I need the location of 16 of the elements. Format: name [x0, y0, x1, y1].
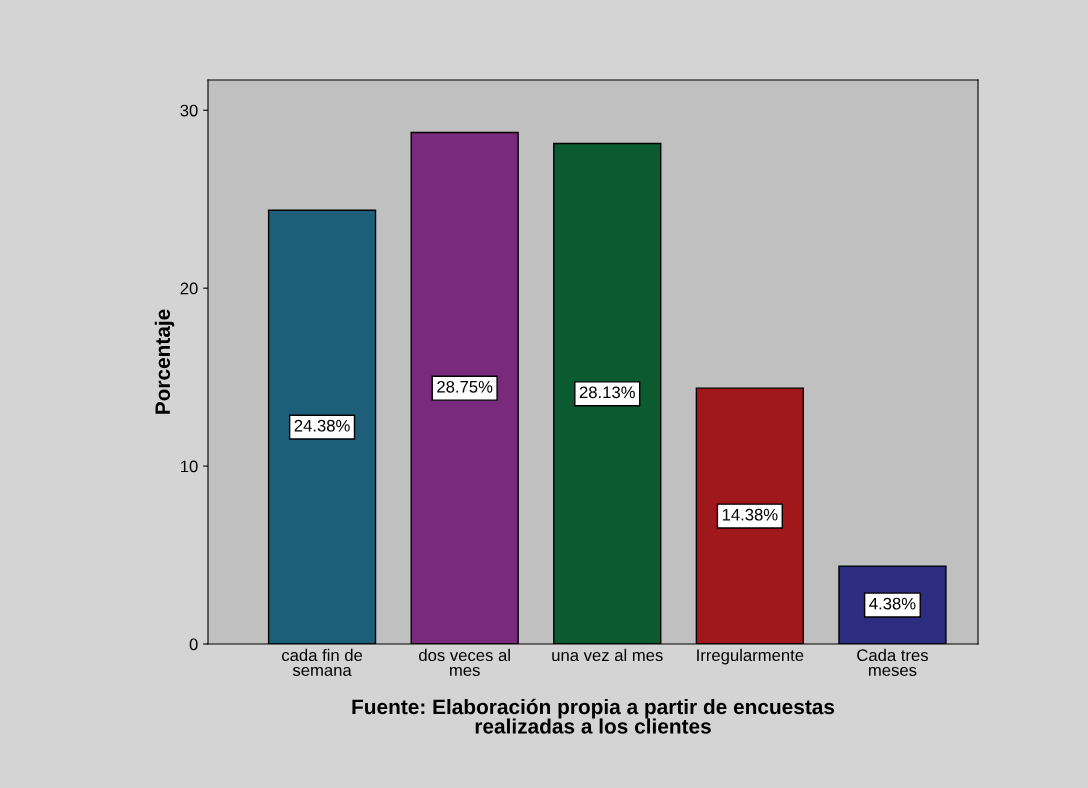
x-tick-label: cada fin de semana: [282, 648, 363, 677]
x-axis-title: Fuente: Elaboración propia a partir de encuestas realizadas a los clientes: [352, 698, 835, 734]
data-label: 4.38%: [869, 597, 916, 610]
y-tick-label: 30: [180, 104, 198, 117]
y-axis-title: Porcentaje: [154, 309, 175, 414]
data-label: 28.13%: [579, 386, 635, 399]
y-tick-label: 20: [180, 282, 198, 295]
data-label: 28.75%: [437, 380, 493, 393]
x-tick-label: una vez al mes: [552, 648, 663, 662]
data-label: 24.38%: [294, 419, 350, 432]
y-tick-label: 10: [181, 460, 198, 473]
x-tick-label: dos veces al mes: [419, 648, 510, 677]
x-tick-label: Irregularmente: [697, 648, 804, 665]
x-tick-label: Cada tres meses: [857, 648, 928, 677]
y-tick-label: 0: [189, 638, 198, 651]
data-label: 14.38%: [722, 508, 778, 521]
